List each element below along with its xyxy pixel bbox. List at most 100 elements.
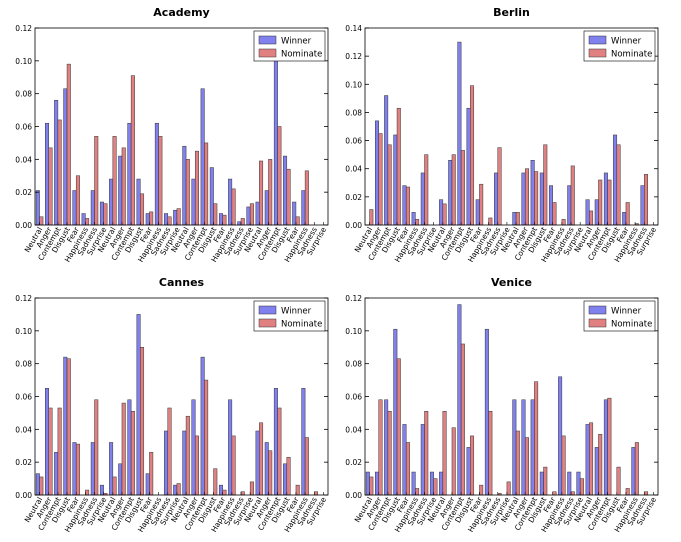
bar-winner [375, 120, 379, 226]
bar-nominate [616, 466, 621, 496]
bar-nominate [66, 63, 71, 226]
bar-winner [530, 399, 535, 496]
bar-nominate [644, 491, 649, 496]
bar-nominate [579, 478, 584, 496]
bar-nominate [488, 411, 493, 496]
y-tick-label: 0.04 [15, 425, 32, 434]
bar-nominate [634, 442, 639, 496]
bar-nominate [534, 171, 539, 226]
bar-winner [301, 190, 306, 226]
bar-winner [475, 199, 480, 226]
bar-nominate [204, 379, 209, 496]
bar-nominate [433, 478, 438, 496]
bar-winner [273, 388, 278, 496]
bar-nominate [314, 491, 318, 496]
bar-nominate [259, 160, 264, 226]
legend-swatch-nominate [258, 318, 277, 328]
y-tick-label: 0.12 [345, 52, 362, 61]
bar-winner [255, 430, 260, 496]
bar-winner [237, 221, 242, 226]
bar-winner [613, 134, 618, 226]
bar-nominate [194, 150, 199, 226]
bar-nominate [369, 476, 374, 496]
y-tick-label: 0.10 [15, 327, 32, 336]
bar-winner [45, 122, 49, 226]
bar-nominate [222, 214, 227, 226]
bar-nominate [451, 427, 456, 496]
bar-nominate [286, 456, 291, 496]
bar-nominate [304, 170, 309, 226]
legend-label-nominate: Nominate [611, 320, 652, 330]
bar-nominate [460, 343, 465, 496]
bar-nominate [524, 168, 529, 226]
bar-nominate [121, 147, 126, 226]
bar-winner [54, 99, 59, 226]
bar-winner [420, 172, 425, 226]
bar-winner [218, 213, 223, 226]
bar-nominate [231, 188, 236, 226]
bar-winner [576, 471, 581, 496]
chart-panel-berlin: Berlin0.000.020.040.060.080.100.120.14Ne… [345, 6, 659, 264]
bar-nominate [39, 216, 44, 226]
bar-winner [411, 471, 416, 496]
y-tick-label: 0.06 [345, 393, 362, 402]
bar-winner [72, 442, 77, 496]
bar-nominate [213, 203, 218, 226]
y-tick-label: 0.06 [15, 123, 32, 132]
y-tick-label: 0.08 [15, 90, 32, 99]
bar-nominate [524, 437, 529, 496]
bar-winner [548, 185, 553, 226]
bar-winner [484, 328, 489, 496]
y-tick-label: 0.04 [345, 165, 362, 174]
y-tick-label: 0.12 [345, 294, 362, 303]
bar-winner [283, 463, 288, 496]
bar-winner [420, 424, 425, 496]
bar-nominate [451, 154, 456, 226]
bar-winner [63, 88, 68, 226]
bar-winner [301, 388, 306, 496]
bar-nominate [286, 168, 291, 226]
bar-winner [164, 430, 169, 496]
y-tick-label: 0.02 [345, 458, 362, 467]
bar-winner [521, 399, 526, 496]
bar-nominate [396, 358, 401, 496]
bar-winner [384, 95, 389, 226]
bar-nominate [295, 484, 300, 496]
bar-nominate [479, 183, 484, 226]
bar-nominate [644, 174, 649, 226]
y-tick-label: 0.00 [345, 491, 362, 500]
bar-nominate [185, 415, 190, 496]
bar-nominate [85, 218, 90, 226]
bar-winner [466, 447, 471, 496]
legend-label-nominate: Nominate [281, 320, 322, 330]
bar-nominate [369, 209, 374, 226]
legend-label-winner: Winner [281, 37, 312, 47]
legend-swatch-winner [258, 35, 277, 45]
bar-nominate [268, 159, 273, 226]
bar-winner [567, 471, 572, 496]
bar-winner [228, 178, 233, 226]
plot-frame [364, 27, 659, 226]
bar-winner [539, 471, 544, 496]
bar-nominate [488, 217, 493, 226]
bar-nominate [378, 133, 383, 226]
bar-winner [136, 178, 141, 226]
bar-winner [283, 155, 288, 226]
bar-winner [209, 167, 214, 226]
bar-winner [145, 473, 150, 496]
bar-winner [99, 201, 104, 226]
chart-title: Venice [491, 276, 532, 289]
bar-winner [603, 172, 608, 226]
bar-winner [631, 447, 636, 496]
bar-nominate [39, 476, 44, 496]
bar-nominate [295, 216, 300, 226]
bar-nominate [48, 147, 53, 226]
bar-nominate [304, 437, 309, 496]
bar-nominate [213, 468, 218, 496]
bar-winner [145, 213, 150, 226]
bar-winner [512, 212, 517, 226]
bar-winner [109, 442, 114, 496]
bar-nominate [497, 147, 502, 226]
bar-winner [63, 356, 68, 496]
